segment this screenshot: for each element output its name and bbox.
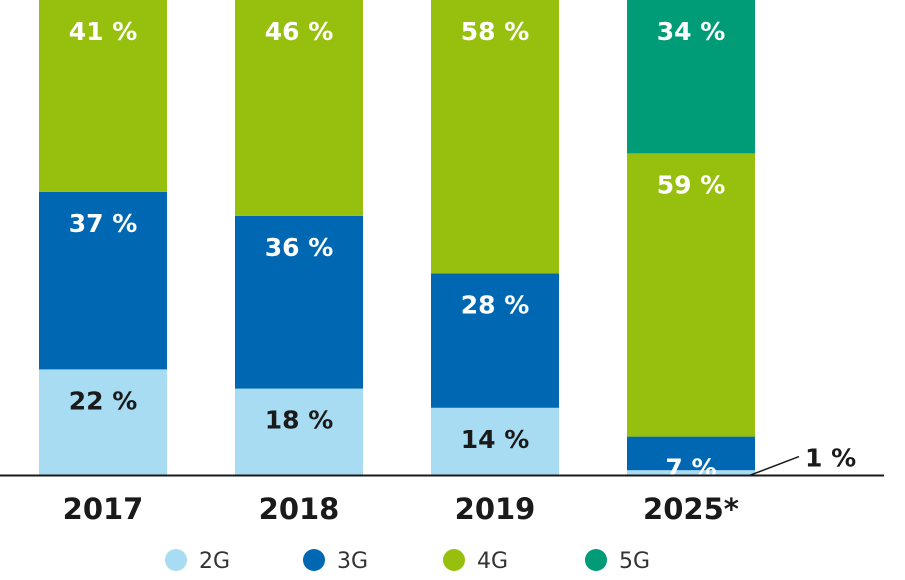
x-tick-label-2: 2019 [455, 492, 536, 526]
legend: 2G 3G 4G 5G [165, 549, 650, 574]
bar-segment-3g-1 [235, 215, 363, 389]
legend-label-5g: 5G [619, 549, 650, 574]
small-value-callout: 1 % [748, 444, 856, 477]
value-label-5g-3: 34 % [657, 17, 726, 46]
bar-segment-5g-3 [627, 0, 755, 154]
legend-swatch-2g [165, 549, 187, 571]
bar-segment-3g-2 [431, 273, 559, 408]
bar-segment-2g-0 [39, 369, 167, 475]
bars-group: 22 % 37 % 41 % 18 % 36 % 46 % 14 % 28 % 58 % 7 % 5… [39, 0, 755, 483]
value-label-4g-0: 41 % [69, 17, 138, 46]
value-label-2g-3: 1 % [805, 444, 856, 473]
bar-segment-4g-3 [627, 153, 755, 437]
x-tick-label-0: 2017 [63, 492, 144, 526]
value-label-4g-1: 46 % [265, 17, 334, 46]
value-label-3g-0: 37 % [69, 209, 138, 238]
bar-segment-4g-1 [235, 0, 363, 216]
value-label-3g-1: 36 % [265, 233, 334, 262]
legend-swatch-3g [303, 549, 325, 571]
bar-segment-3g-3 [627, 436, 755, 471]
x-axis-labels: 2017 2018 2019 2025* [63, 492, 739, 526]
x-tick-label-3: 2025* [643, 492, 739, 526]
value-label-3g-3: 7 % [665, 454, 716, 483]
callout-line-2g-3 [748, 455, 800, 477]
value-label-2g-0: 22 % [69, 386, 138, 415]
bar-segment-3g-0 [39, 191, 167, 370]
legend-label-3g: 3G [337, 549, 368, 574]
bar-segment-4g-2 [431, 0, 559, 274]
legend-label-4g: 4G [477, 549, 508, 574]
legend-swatch-4g [443, 549, 465, 571]
bar-segment-2g-3 [627, 470, 755, 475]
value-label-4g-3: 59 % [657, 170, 726, 199]
legend-swatch-5g [585, 549, 607, 571]
value-label-2g-2: 14 % [461, 425, 530, 454]
bar-segment-2g-2 [431, 407, 559, 475]
value-label-4g-2: 58 % [461, 17, 530, 46]
legend-label-2g: 2G [199, 549, 230, 574]
bar-segment-2g-1 [235, 388, 363, 475]
x-tick-label-1: 2018 [259, 492, 340, 526]
bar-segment-4g-0 [39, 0, 167, 192]
value-label-2g-1: 18 % [265, 406, 334, 435]
value-label-3g-2: 28 % [461, 290, 530, 319]
